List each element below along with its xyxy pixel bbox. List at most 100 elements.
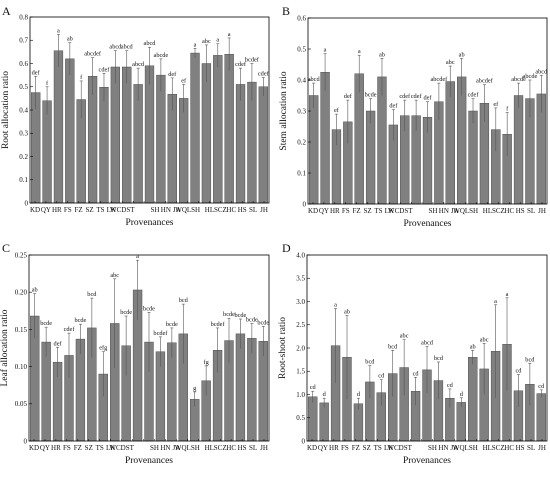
significance-letter: a	[136, 253, 139, 260]
x-tick-label: WCDST	[109, 444, 134, 452]
bar	[110, 66, 120, 204]
significance-letter: bcd	[434, 355, 444, 362]
significance-letter: ab	[470, 343, 476, 350]
panel-label: A	[2, 4, 11, 18]
significance-letter: cd	[515, 368, 522, 375]
significance-letter: bcde	[257, 319, 269, 326]
y-tick-label: 0.1	[297, 169, 306, 177]
bar	[201, 63, 212, 204]
significance-letter: bcde	[166, 321, 178, 328]
x-tick-label: KD	[307, 444, 317, 452]
significance-letter: abcde	[523, 73, 538, 80]
significance-letter: fg	[204, 359, 210, 366]
bar	[377, 76, 387, 205]
bar	[456, 402, 466, 442]
x-tick-label: HC	[504, 207, 514, 215]
x-tick-label: HR	[330, 207, 340, 215]
bar	[190, 52, 200, 204]
bar	[354, 73, 364, 205]
bar	[235, 333, 246, 442]
y-tick-label: 2.0	[296, 344, 305, 352]
y-tick-label: 0.5	[296, 414, 305, 422]
x-tick-label: HN	[161, 206, 171, 214]
significance-letter: cd	[310, 384, 317, 391]
y-tick-label: 1.5	[296, 368, 305, 376]
y-tick-label: 3.5	[296, 275, 305, 283]
significance-letter: a	[358, 48, 361, 55]
significance-letter: ab	[344, 308, 350, 315]
bar	[258, 86, 268, 204]
significance-letter: cdef	[411, 93, 423, 100]
x-tick-label: SCZ	[214, 444, 227, 452]
bar	[536, 393, 546, 442]
y-tick-label: 0	[24, 437, 28, 445]
bar	[87, 76, 98, 204]
x-tick-label: SCZ	[492, 444, 505, 452]
significance-letter: f	[80, 74, 83, 81]
y-axis-label: Stem allocation ratio	[279, 71, 289, 150]
y-tick-label: 0.15	[15, 326, 28, 334]
bar	[224, 54, 234, 204]
x-tick-label: FZ	[74, 444, 82, 452]
significance-letter: cdef	[99, 66, 111, 73]
y-tick-label: 0.3	[297, 107, 306, 115]
x-tick-label: HS	[516, 444, 525, 452]
significance-letter: cdef	[399, 93, 411, 100]
bar	[258, 341, 268, 442]
x-tick-label: HR	[51, 444, 61, 452]
y-tick-label: 4.0	[296, 251, 305, 259]
x-tick-label: LK	[385, 207, 394, 215]
bar	[42, 100, 52, 204]
y-tick-label: 2.5	[296, 321, 305, 329]
x-tick-label: SZ	[363, 207, 371, 215]
x-tick-label: WCDST	[110, 206, 135, 214]
x-tick-label: WQLSH	[175, 444, 200, 452]
x-tick-label: HL	[483, 207, 492, 215]
y-tick-label: 0.4	[19, 106, 28, 114]
x-tick-label: LK	[106, 444, 115, 452]
bar	[133, 84, 143, 204]
y-tick-label: 0.3	[19, 130, 28, 138]
y-axis-label: Leaf allocation ratio	[0, 309, 10, 386]
x-axis-label: Provenances	[403, 219, 451, 229]
y-tick-label: 0.05	[15, 400, 28, 408]
significance-letter: abcd	[308, 76, 321, 83]
y-tick-label: 0.5	[19, 83, 28, 91]
significance-letter: d	[460, 391, 464, 398]
significance-letter: bcde	[246, 316, 258, 323]
bar	[144, 65, 155, 204]
y-tick-label: 0.5	[297, 45, 306, 53]
x-tick-label: JH	[538, 444, 546, 452]
y-tick-label: 0.20	[15, 289, 28, 297]
x-tick-label: HL	[205, 444, 214, 452]
bar	[308, 396, 318, 442]
significance-letter: cdef	[64, 326, 76, 333]
significance-letter: ab	[459, 51, 465, 58]
x-tick-label: WQLSH	[175, 206, 200, 214]
x-tick-label: WQLSH	[453, 207, 478, 215]
x-tick-label: SL	[527, 207, 535, 215]
x-tick-label: SCZ	[492, 207, 505, 215]
significance-letter: abc	[480, 336, 489, 343]
significance-letter: def	[54, 340, 63, 347]
significance-letter: a	[228, 31, 231, 38]
x-tick-label: WCDST	[388, 207, 413, 215]
bar	[122, 66, 132, 204]
significance-letter: bcde	[223, 311, 235, 318]
significance-letter: cdef	[258, 70, 270, 77]
significance-letter: cd	[378, 373, 385, 380]
significance-letter: abcd	[109, 44, 122, 51]
significance-letter: abc	[400, 333, 409, 340]
significance-letter: ef	[334, 107, 340, 114]
bar	[445, 81, 455, 205]
significance-letter: bcde	[365, 92, 377, 99]
panel-label: B	[282, 4, 290, 18]
y-tick-label: 0.6	[19, 60, 28, 68]
significance-letter: bcd	[388, 343, 398, 350]
significance-letter: bcde	[40, 320, 52, 327]
x-tick-label: SZ	[363, 444, 371, 452]
significance-letter: bcdef	[211, 321, 226, 328]
x-tick-label: HR	[329, 444, 339, 452]
y-tick-label: 3.0	[296, 298, 305, 306]
